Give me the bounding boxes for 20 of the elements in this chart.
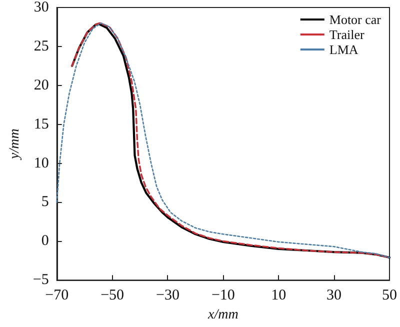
y-tick-label: 0 [41,233,49,250]
x-tick-label: −30 [156,288,180,304]
x-tick-label: −70 [45,288,69,304]
y-tick-label: 30 [34,0,49,16]
legend-label: Motor car [329,12,382,27]
x-tick-label: −50 [100,288,124,304]
y-tick-label: 20 [34,77,49,94]
y-tick-label: 25 [34,38,49,54]
y-tick-label: −5 [32,272,49,288]
y-axis-title: y/mm [8,128,22,161]
y-tick-label: 15 [34,116,49,132]
x-axis-title: x/mm [207,308,238,322]
x-tick-label: −10 [211,288,235,304]
x-tick-label: 10 [271,288,286,304]
y-tick-label: 10 [34,155,49,172]
legend-label: LMA [329,42,359,57]
x-tick-label: 30 [326,288,342,304]
legend-label: Trailer [329,27,365,42]
x-tick-label: 50 [382,288,397,304]
y-tick-label: 5 [41,194,49,210]
